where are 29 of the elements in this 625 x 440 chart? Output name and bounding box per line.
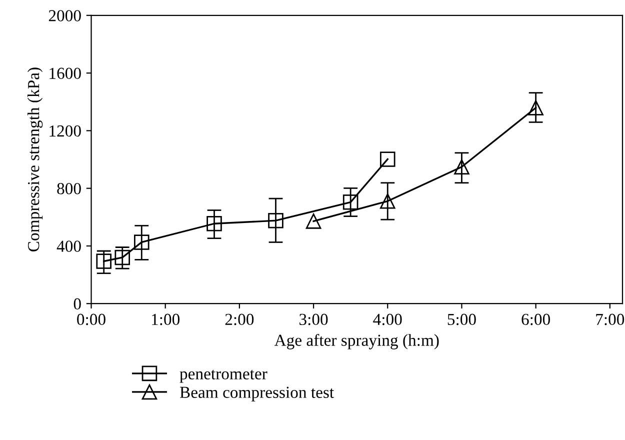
point — [306, 214, 322, 229]
y-tick-label: 400 — [56, 240, 81, 252]
y-tick-label: 1600 — [50, 68, 81, 79]
x-tick-label: 6:00 — [522, 314, 550, 326]
x-tick-label: 1:00 — [152, 314, 180, 326]
x-tick-label: 2:00 — [225, 314, 254, 326]
legend-label: penetrometer — [180, 370, 268, 383]
point — [114, 250, 130, 266]
point — [134, 234, 150, 250]
x-tick-label: 4:00 — [373, 314, 402, 326]
y-tick-label: 800 — [57, 183, 81, 194]
y-axis-title: Compressive strength (kPa) — [27, 68, 43, 252]
legend-label: Beam compression test — [180, 386, 334, 402]
x-tick-label: 3:00 — [300, 314, 328, 326]
point — [342, 194, 358, 210]
x-axis-title: Age after spraying (h:m) — [274, 334, 439, 350]
point — [206, 216, 222, 232]
y-tick-label: 0 — [74, 298, 81, 310]
y-tick-label: 1200 — [50, 125, 81, 137]
point — [268, 212, 284, 228]
point — [380, 152, 396, 167]
point — [454, 159, 470, 174]
x-tick-label: 5:00 — [448, 314, 476, 326]
point — [380, 194, 396, 209]
y-tick-label: 2000 — [48, 10, 81, 22]
x-tick-label: 0:00 — [77, 314, 106, 326]
point — [528, 100, 544, 116]
point — [96, 254, 112, 269]
x-tick-label: 7:00 — [596, 314, 624, 326]
